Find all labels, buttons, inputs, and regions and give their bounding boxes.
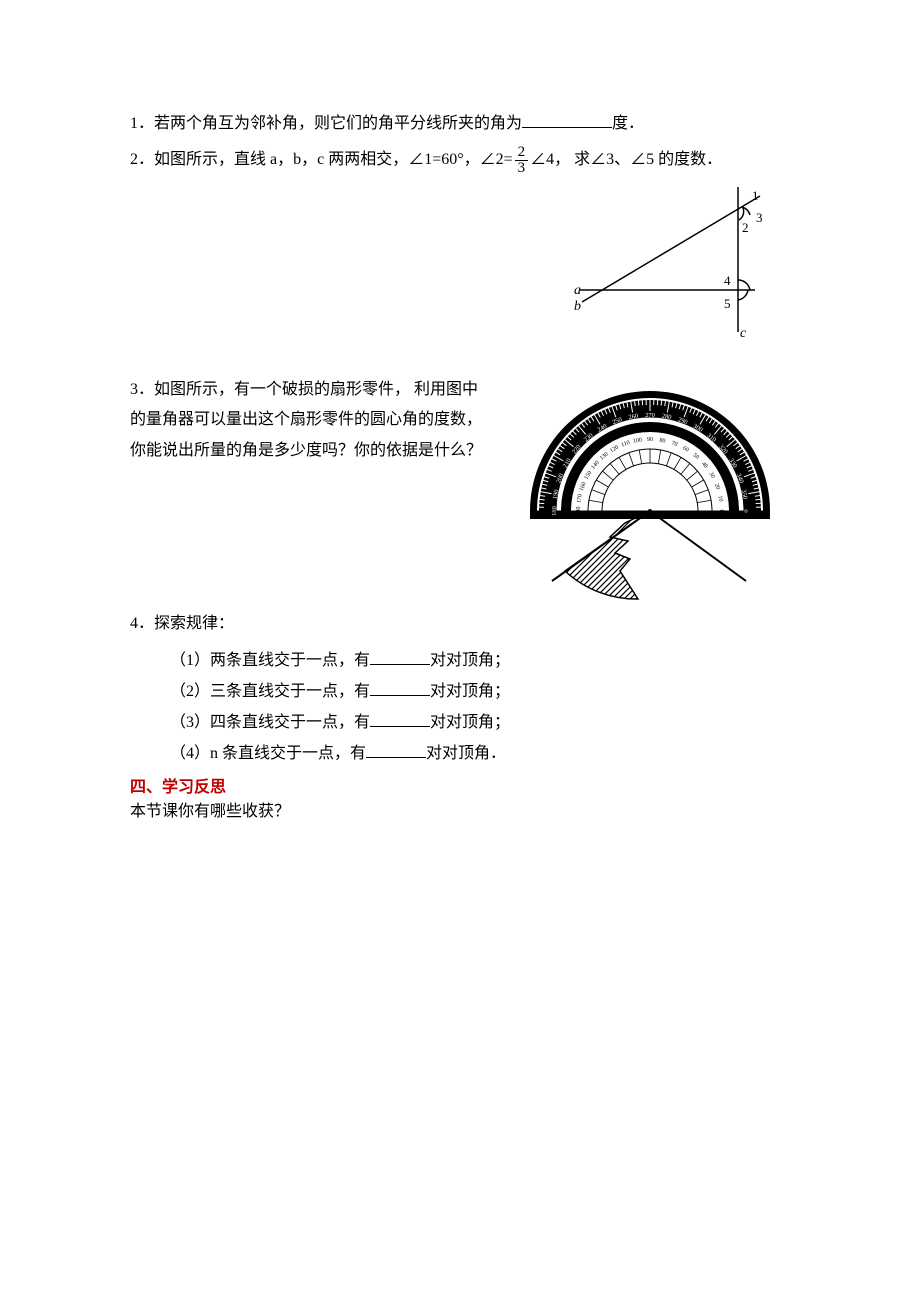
q3-number: 3．: [130, 381, 154, 398]
q4-item-1: （1）两条直线交于一点，有对对顶角；: [170, 645, 790, 676]
q1-text-b: 度．: [612, 115, 644, 132]
svg-text:80: 80: [659, 437, 666, 444]
section-body: 本节课你有哪些收获？: [130, 797, 790, 821]
q2-text-a: 如图所示，直线 a，b，c 两两相交，∠1=60°，∠2=: [154, 151, 513, 168]
q4-blank-3[interactable]: [370, 710, 430, 727]
q4-number: 4．: [130, 615, 154, 632]
q4-title: 探索规律：: [154, 615, 234, 632]
frac-den: 3: [515, 160, 529, 176]
q4-blank-2[interactable]: [370, 679, 430, 696]
question-2: 2．如图所示，直线 a，b，c 两两相交，∠1=60°，∠2=23∠4， 求∠3…: [130, 145, 790, 176]
q4-item-2: （2）三条直线交于一点，有对对顶角；: [170, 676, 790, 707]
label-1: 1: [752, 188, 759, 203]
frac-num: 2: [515, 145, 529, 160]
q2-number: 2．: [130, 151, 154, 168]
q4-item-3: （3）四条直线交于一点，有对对顶角；: [170, 707, 790, 738]
question-1: 1．若两个角互为邻补角，则它们的角平分线所夹的角为 度．: [130, 110, 790, 139]
label-a: a: [574, 283, 581, 298]
q3-figure: 1801902002102202302402502602702802903003…: [510, 371, 790, 601]
q1-blank[interactable]: [522, 111, 612, 128]
svg-text:270: 270: [645, 412, 655, 419]
section-title: 四、学习反思: [130, 773, 790, 797]
label-4: 4: [724, 273, 731, 288]
q2-fraction: 23: [515, 145, 529, 176]
q1-text-a: 若两个角互为邻补角，则它们的角平分线所夹的角为: [154, 115, 522, 132]
q3-text: 如图所示，有一个破损的扇形零件， 利用图中的量角器可以量出这个扇形零件的圆心角的…: [130, 381, 482, 459]
question-3: 3．如图所示，有一个破损的扇形零件， 利用图中的量角器可以量出这个扇形零件的圆心…: [130, 375, 790, 606]
q4-items: （1）两条直线交于一点，有对对顶角； （2）三条直线交于一点，有对对顶角； （3…: [130, 645, 790, 770]
q2-figure: a b c 1 2 3 4 5: [560, 182, 780, 342]
label-b: b: [574, 299, 581, 314]
q4-item-4: （4）n 条直线交于一点，有对对顶角．: [170, 738, 790, 769]
q4-blank-1[interactable]: [370, 648, 430, 665]
svg-text:90: 90: [647, 437, 653, 443]
label-c: c: [740, 326, 747, 341]
svg-text:10: 10: [716, 495, 723, 502]
q1-number: 1．: [130, 115, 154, 132]
q2-text-b: ∠4， 求∠3、∠5 的度数．: [530, 151, 722, 168]
label-3: 3: [756, 210, 763, 225]
question-4: 4．探索规律： （1）两条直线交于一点，有对对顶角； （2）三条直线交于一点，有…: [130, 610, 790, 770]
q4-blank-4[interactable]: [366, 741, 426, 758]
label-2: 2: [742, 220, 749, 235]
label-5: 5: [724, 296, 731, 311]
q2-figure-wrap: a b c 1 2 3 4 5: [130, 182, 790, 347]
